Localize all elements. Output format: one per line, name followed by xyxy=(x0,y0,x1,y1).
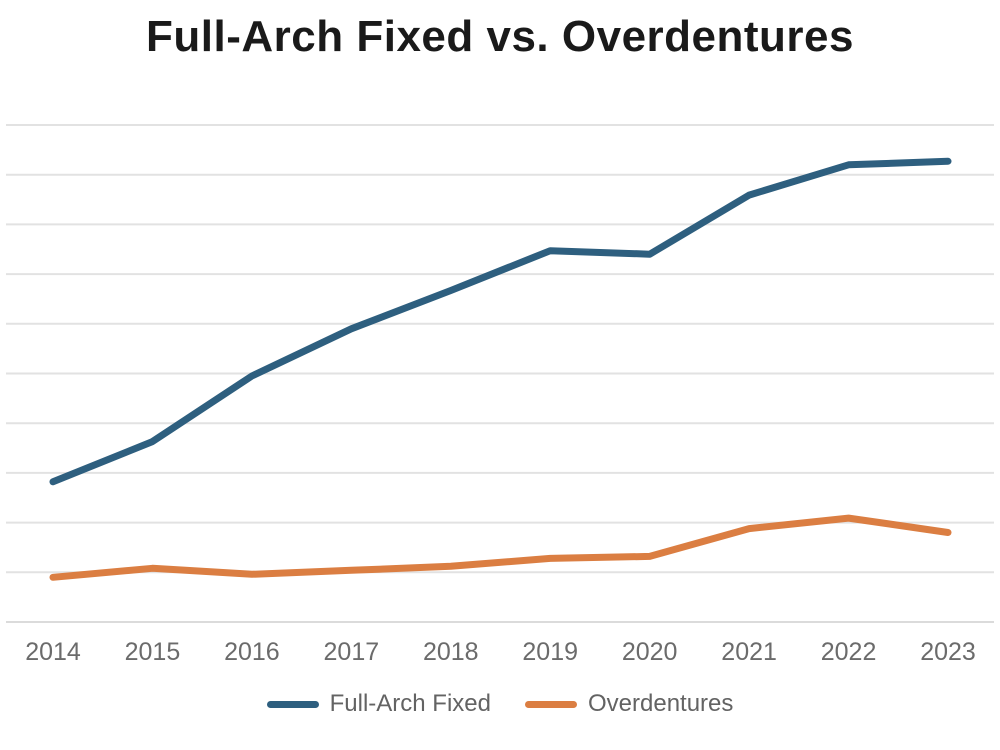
overdentures-line-swatch-icon xyxy=(524,700,577,708)
legend-label-full-arch-fixed: Full-Arch Fixed xyxy=(329,690,491,717)
chart-legend: Full-Arch Fixed Overdentures xyxy=(0,686,1000,722)
series-line-overdentures xyxy=(49,514,952,581)
x-tick-label-2017: 2017 xyxy=(324,638,380,666)
x-tick-label-2021: 2021 xyxy=(721,638,777,666)
x-tick-label-2020: 2020 xyxy=(622,638,678,666)
legend-label-overdentures: Overdentures xyxy=(587,690,734,717)
chart-title: Full-Arch Fixed vs. Overdentures xyxy=(146,12,854,61)
legend-item-full-arch-fixed[interactable]: Full-Arch Fixed xyxy=(266,690,491,717)
series-line-full-arch-fixed xyxy=(49,157,952,486)
x-tick-label-2019: 2019 xyxy=(522,638,578,666)
x-tick-label-2014: 2014 xyxy=(25,638,81,666)
x-tick-label-2016: 2016 xyxy=(224,638,280,666)
legend-item-overdentures[interactable]: Overdentures xyxy=(524,690,734,717)
x-tick-label-2022: 2022 xyxy=(821,638,877,666)
x-tick-label-2015: 2015 xyxy=(125,638,181,666)
x-tick-label-2018: 2018 xyxy=(423,638,479,666)
x-tick-label-2023: 2023 xyxy=(920,638,976,666)
full-arch-fixed-line-swatch-icon xyxy=(266,700,319,708)
